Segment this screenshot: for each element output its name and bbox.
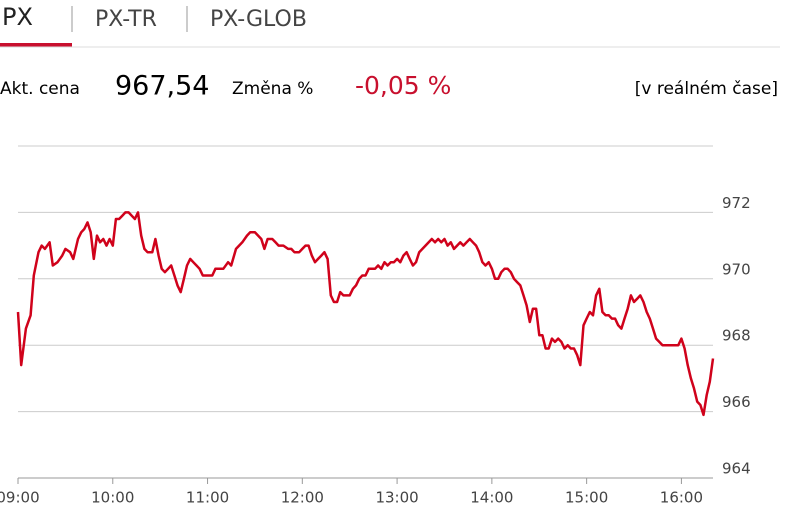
x-tick-label: 10:00 xyxy=(91,489,134,507)
change-label: Změna % xyxy=(232,79,313,99)
x-tick-label: 16:00 xyxy=(660,489,703,507)
x-tick-label: 12:00 xyxy=(281,489,324,507)
y-tick-label: 970 xyxy=(722,260,751,278)
price-line xyxy=(16,211,715,417)
x-tick-label: 14:00 xyxy=(470,489,513,507)
tab[interactable]: PX-GLOB xyxy=(210,7,307,32)
price: 967,54 xyxy=(115,71,209,102)
realtime-note: [v reálném čase] xyxy=(635,79,778,99)
y-tick-label: 968 xyxy=(722,327,751,345)
x-tick-label: 11:00 xyxy=(186,489,229,507)
price-label: Akt. cena xyxy=(0,79,80,99)
x-tick-label: 15:00 xyxy=(565,489,608,507)
y-tick-label: 966 xyxy=(722,393,751,411)
tab[interactable]: PX xyxy=(2,3,33,31)
y-tick-label: 964 xyxy=(722,460,751,478)
x-tick-label: 09:00 xyxy=(0,489,40,507)
change: -0,05 % xyxy=(355,71,451,100)
tab[interactable]: PX-TR xyxy=(95,7,157,32)
x-tick-label: 13:00 xyxy=(375,489,418,507)
tab-active-underline xyxy=(0,43,72,47)
chart: 964 966 968 970 972 09:00 10:00 11:00 12:00 13:00… xyxy=(0,145,751,507)
y-tick-label: 972 xyxy=(722,194,751,212)
